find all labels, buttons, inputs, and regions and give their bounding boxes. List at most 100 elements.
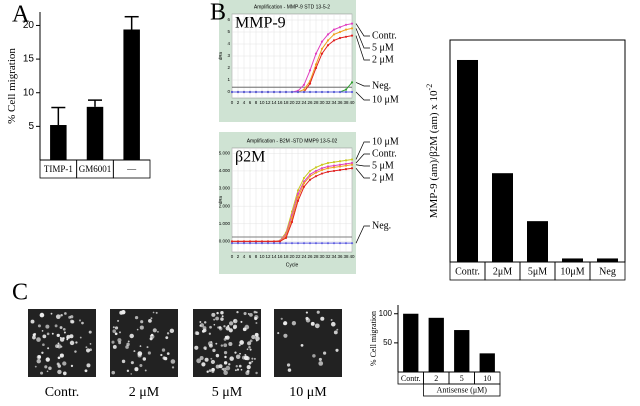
x-tick-label: 34	[331, 254, 337, 259]
x-tick-label: 10	[483, 374, 491, 383]
series-point	[314, 66, 318, 70]
x-tick-label: 24	[301, 254, 307, 259]
leader-line	[355, 28, 370, 49]
y-axis-label-main: MMP-9 (am)/β2M (am) x 10	[428, 90, 440, 218]
x-tick-label: 12	[265, 254, 271, 259]
y-axis-label-main: % Cell migration	[369, 311, 378, 366]
cell-spot	[316, 310, 320, 314]
cell-spot	[277, 332, 280, 335]
cell-spot	[217, 326, 220, 329]
cell-spot	[125, 345, 129, 349]
series-point	[320, 40, 324, 43]
cell-spot	[89, 343, 92, 345]
cell-spot	[255, 371, 258, 375]
series-point	[308, 82, 312, 85]
cell-spot	[225, 326, 230, 331]
cell-spot	[318, 357, 322, 361]
y-tick-label: 2.000	[219, 203, 231, 208]
cell-spot	[117, 319, 120, 322]
cell-spot	[246, 369, 250, 373]
series-point	[338, 90, 342, 94]
cell-spot	[210, 359, 216, 365]
y-tick-label: 1.000	[219, 221, 231, 226]
x-tick-label: 16	[277, 100, 283, 105]
cell-spot	[81, 321, 84, 325]
cell-spot	[62, 361, 67, 366]
cell-spot	[240, 368, 243, 371]
cell-spot	[139, 364, 143, 368]
series-point	[296, 196, 300, 199]
x-tick-label: —	[126, 164, 137, 174]
cell-spot	[254, 332, 259, 337]
cell-spot	[199, 356, 204, 361]
cell-spot	[283, 321, 288, 326]
series-point	[242, 240, 246, 243]
cell-spot	[223, 370, 228, 375]
y-tick-label: 15	[23, 54, 35, 65]
series-point	[332, 90, 336, 94]
x-tick-label: Contr.	[401, 374, 421, 383]
cell-spot	[210, 357, 213, 360]
cell-spot	[240, 320, 243, 323]
cell-spot	[283, 333, 288, 338]
series-point	[326, 170, 330, 173]
cell-spot	[244, 324, 250, 330]
series-point	[350, 22, 354, 25]
x-tick-label: 36	[337, 100, 343, 105]
y-tick-label: 5	[28, 121, 34, 132]
cell-spot	[78, 319, 82, 322]
x-tick-label: 0	[231, 254, 234, 259]
cell-spot	[305, 311, 308, 314]
cell-spot	[170, 359, 176, 364]
cell-spot	[211, 370, 215, 374]
cell-spot	[134, 367, 139, 372]
series-point	[344, 242, 348, 245]
series-point	[308, 90, 312, 94]
series-point	[242, 242, 246, 245]
bar	[123, 29, 140, 161]
cell-spot	[215, 353, 220, 358]
plot-title: Amplification - B2M -STD MMP9 13-5-02	[247, 138, 338, 144]
cell-spot	[211, 312, 216, 317]
leader-line	[355, 225, 370, 244]
series-point	[260, 90, 264, 94]
cell-spot	[119, 310, 124, 315]
bar	[597, 258, 618, 262]
leader-line	[355, 91, 370, 101]
cell-spot	[165, 336, 169, 340]
cell-spot	[50, 312, 53, 315]
cell-spot	[57, 369, 62, 375]
x-axis-label: Cycle	[286, 262, 299, 268]
cell-spot	[37, 355, 42, 359]
series-point	[248, 240, 252, 243]
cell-spot	[199, 321, 202, 323]
legend-label: Neg.	[372, 220, 391, 231]
y-tick-label: 100	[379, 309, 393, 318]
cell-spot	[235, 365, 238, 368]
cell-spot	[36, 337, 41, 342]
cell-spot	[84, 369, 88, 373]
cell-spot	[66, 334, 71, 339]
cell-spot	[330, 321, 336, 327]
cell-spot	[75, 341, 78, 344]
cell-spot	[117, 338, 122, 343]
x-tick-label: 30	[319, 100, 325, 105]
bar	[50, 125, 67, 160]
cell-spot	[255, 339, 258, 342]
cell-spot	[134, 315, 139, 320]
cell-spot	[171, 366, 175, 369]
x-tick-label: 14	[271, 254, 277, 259]
cell-spot	[34, 365, 37, 368]
category-cell	[589, 261, 626, 281]
series-point	[350, 167, 354, 170]
cell-spot	[148, 318, 152, 323]
cell-spot	[204, 357, 209, 362]
cell-spot	[86, 363, 91, 368]
x-tick-label: 22	[295, 254, 301, 259]
cell-spot	[89, 348, 92, 352]
series-point	[350, 81, 354, 84]
x-tick-label: 34	[331, 100, 337, 105]
cell-spot	[68, 315, 72, 319]
cell-spot	[41, 330, 44, 332]
cell-spot	[60, 313, 63, 317]
